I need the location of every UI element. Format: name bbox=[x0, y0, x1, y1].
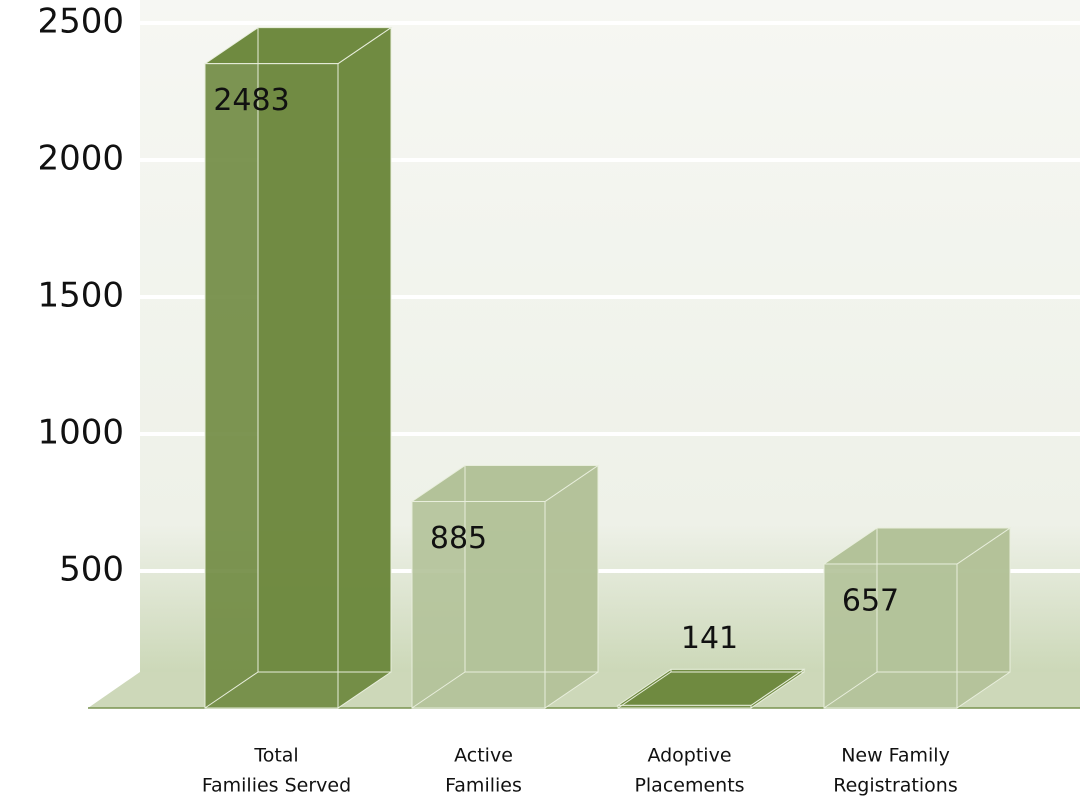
data-label: 885 bbox=[430, 521, 487, 556]
bar bbox=[203, 26, 393, 709]
y-tick-label: 2000 bbox=[37, 139, 124, 179]
x-tick-label: Active bbox=[454, 745, 513, 767]
x-tick-label: Adoptive bbox=[647, 745, 731, 767]
bar-face bbox=[411, 501, 546, 709]
y-tick-label: 1000 bbox=[37, 413, 124, 453]
bar-face bbox=[617, 704, 752, 709]
data-label: 141 bbox=[681, 621, 738, 656]
bar bbox=[410, 464, 600, 709]
x-tick-label: New Family bbox=[841, 745, 950, 767]
data-label: 2483 bbox=[213, 83, 289, 118]
bar bbox=[616, 668, 806, 709]
bar bbox=[822, 527, 1012, 709]
data-label: 657 bbox=[842, 583, 899, 618]
bar-face bbox=[337, 26, 392, 709]
x-tick-label: Registrations bbox=[833, 775, 957, 797]
bar-face bbox=[204, 63, 339, 709]
x-tick-label: Families bbox=[445, 775, 522, 797]
y-tick-label: 1500 bbox=[37, 276, 124, 316]
x-tick-label: Total bbox=[253, 745, 298, 767]
x-tick-label: Placements bbox=[634, 775, 744, 797]
y-tick-label: 500 bbox=[59, 550, 124, 590]
y-tick-label: 2500 bbox=[37, 2, 124, 42]
bar-face bbox=[823, 563, 958, 709]
x-tick-label: Families Served bbox=[202, 775, 351, 797]
